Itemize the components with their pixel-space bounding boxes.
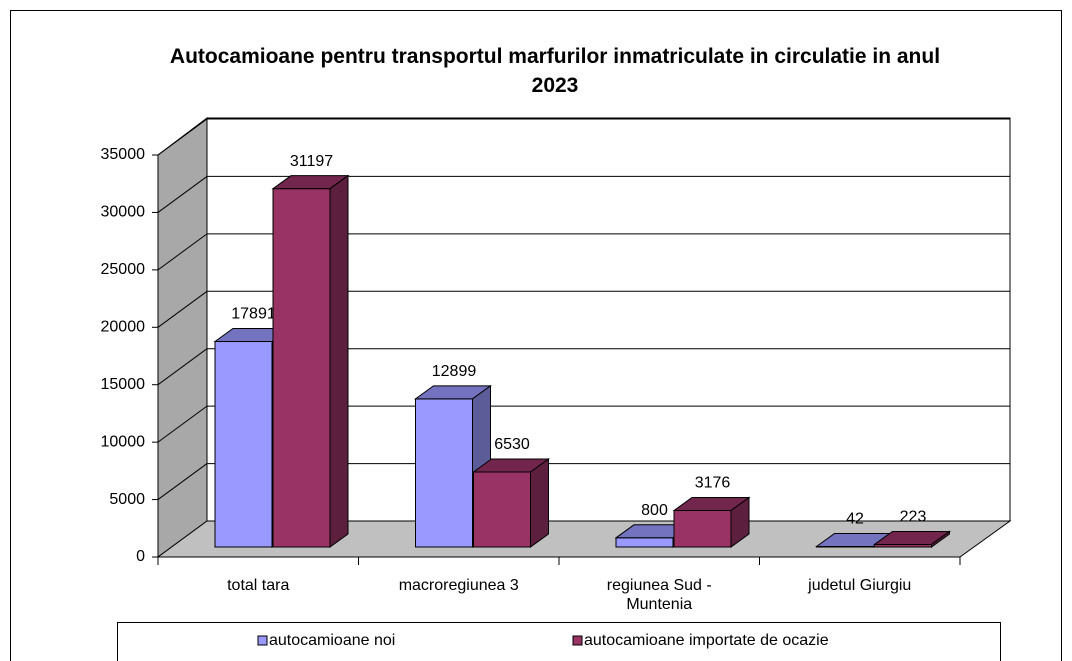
legend-label: autocamioane noi: [269, 632, 395, 649]
y-tick-label: 35000: [101, 146, 146, 163]
data-label: 31197: [290, 153, 333, 170]
grid-line: [157, 290, 208, 328]
grid-line: [157, 233, 208, 271]
bar: [615, 537, 674, 548]
data-label: 17891: [231, 306, 276, 323]
grid-line: [157, 348, 208, 386]
grid-line: [157, 463, 208, 500]
grid-line: [157, 176, 208, 213]
bar-side: [931, 530, 950, 548]
data-label: 42: [846, 511, 864, 528]
y-tick-label: 0: [136, 548, 145, 565]
y-tick-label: 15000: [101, 376, 146, 393]
grid-line: [157, 118, 208, 156]
legend-swatch: [257, 635, 268, 646]
data-label: 223: [900, 509, 927, 526]
data-label: 800: [641, 502, 668, 519]
chart-title: Autocamioane pentru transportul marfuril…: [169, 45, 941, 97]
bar: [214, 341, 273, 548]
legend-swatch: [572, 635, 583, 646]
x-tick-label: regiunea Sud - Muntenia: [606, 577, 712, 613]
side-wall: [157, 116, 208, 558]
bar: [473, 471, 531, 548]
x-tick-label: macroregiunea 3: [398, 577, 519, 594]
y-tick-label: 10000: [101, 433, 146, 450]
bar: [415, 398, 473, 548]
bar-side: [730, 496, 750, 548]
bar-side: [530, 458, 549, 548]
y-tick-label: 25000: [101, 261, 146, 278]
data-label: 3176: [695, 475, 731, 492]
data-label: 12899: [432, 363, 477, 380]
x-tick-label: judetul Giurgiu: [808, 577, 912, 594]
grid-line: [157, 405, 208, 443]
bar-side: [329, 174, 349, 548]
y-tick-label: 5000: [109, 491, 145, 508]
x-tick-label: total tara: [227, 577, 290, 594]
y-tick-label: 20000: [101, 319, 146, 336]
y-tick-label: 30000: [101, 204, 146, 221]
bar: [272, 188, 331, 548]
data-label: 6530: [494, 436, 530, 453]
legend: [117, 622, 1001, 661]
bar: [673, 510, 732, 548]
legend-label: autocamioane importate de ocazie: [584, 632, 829, 649]
